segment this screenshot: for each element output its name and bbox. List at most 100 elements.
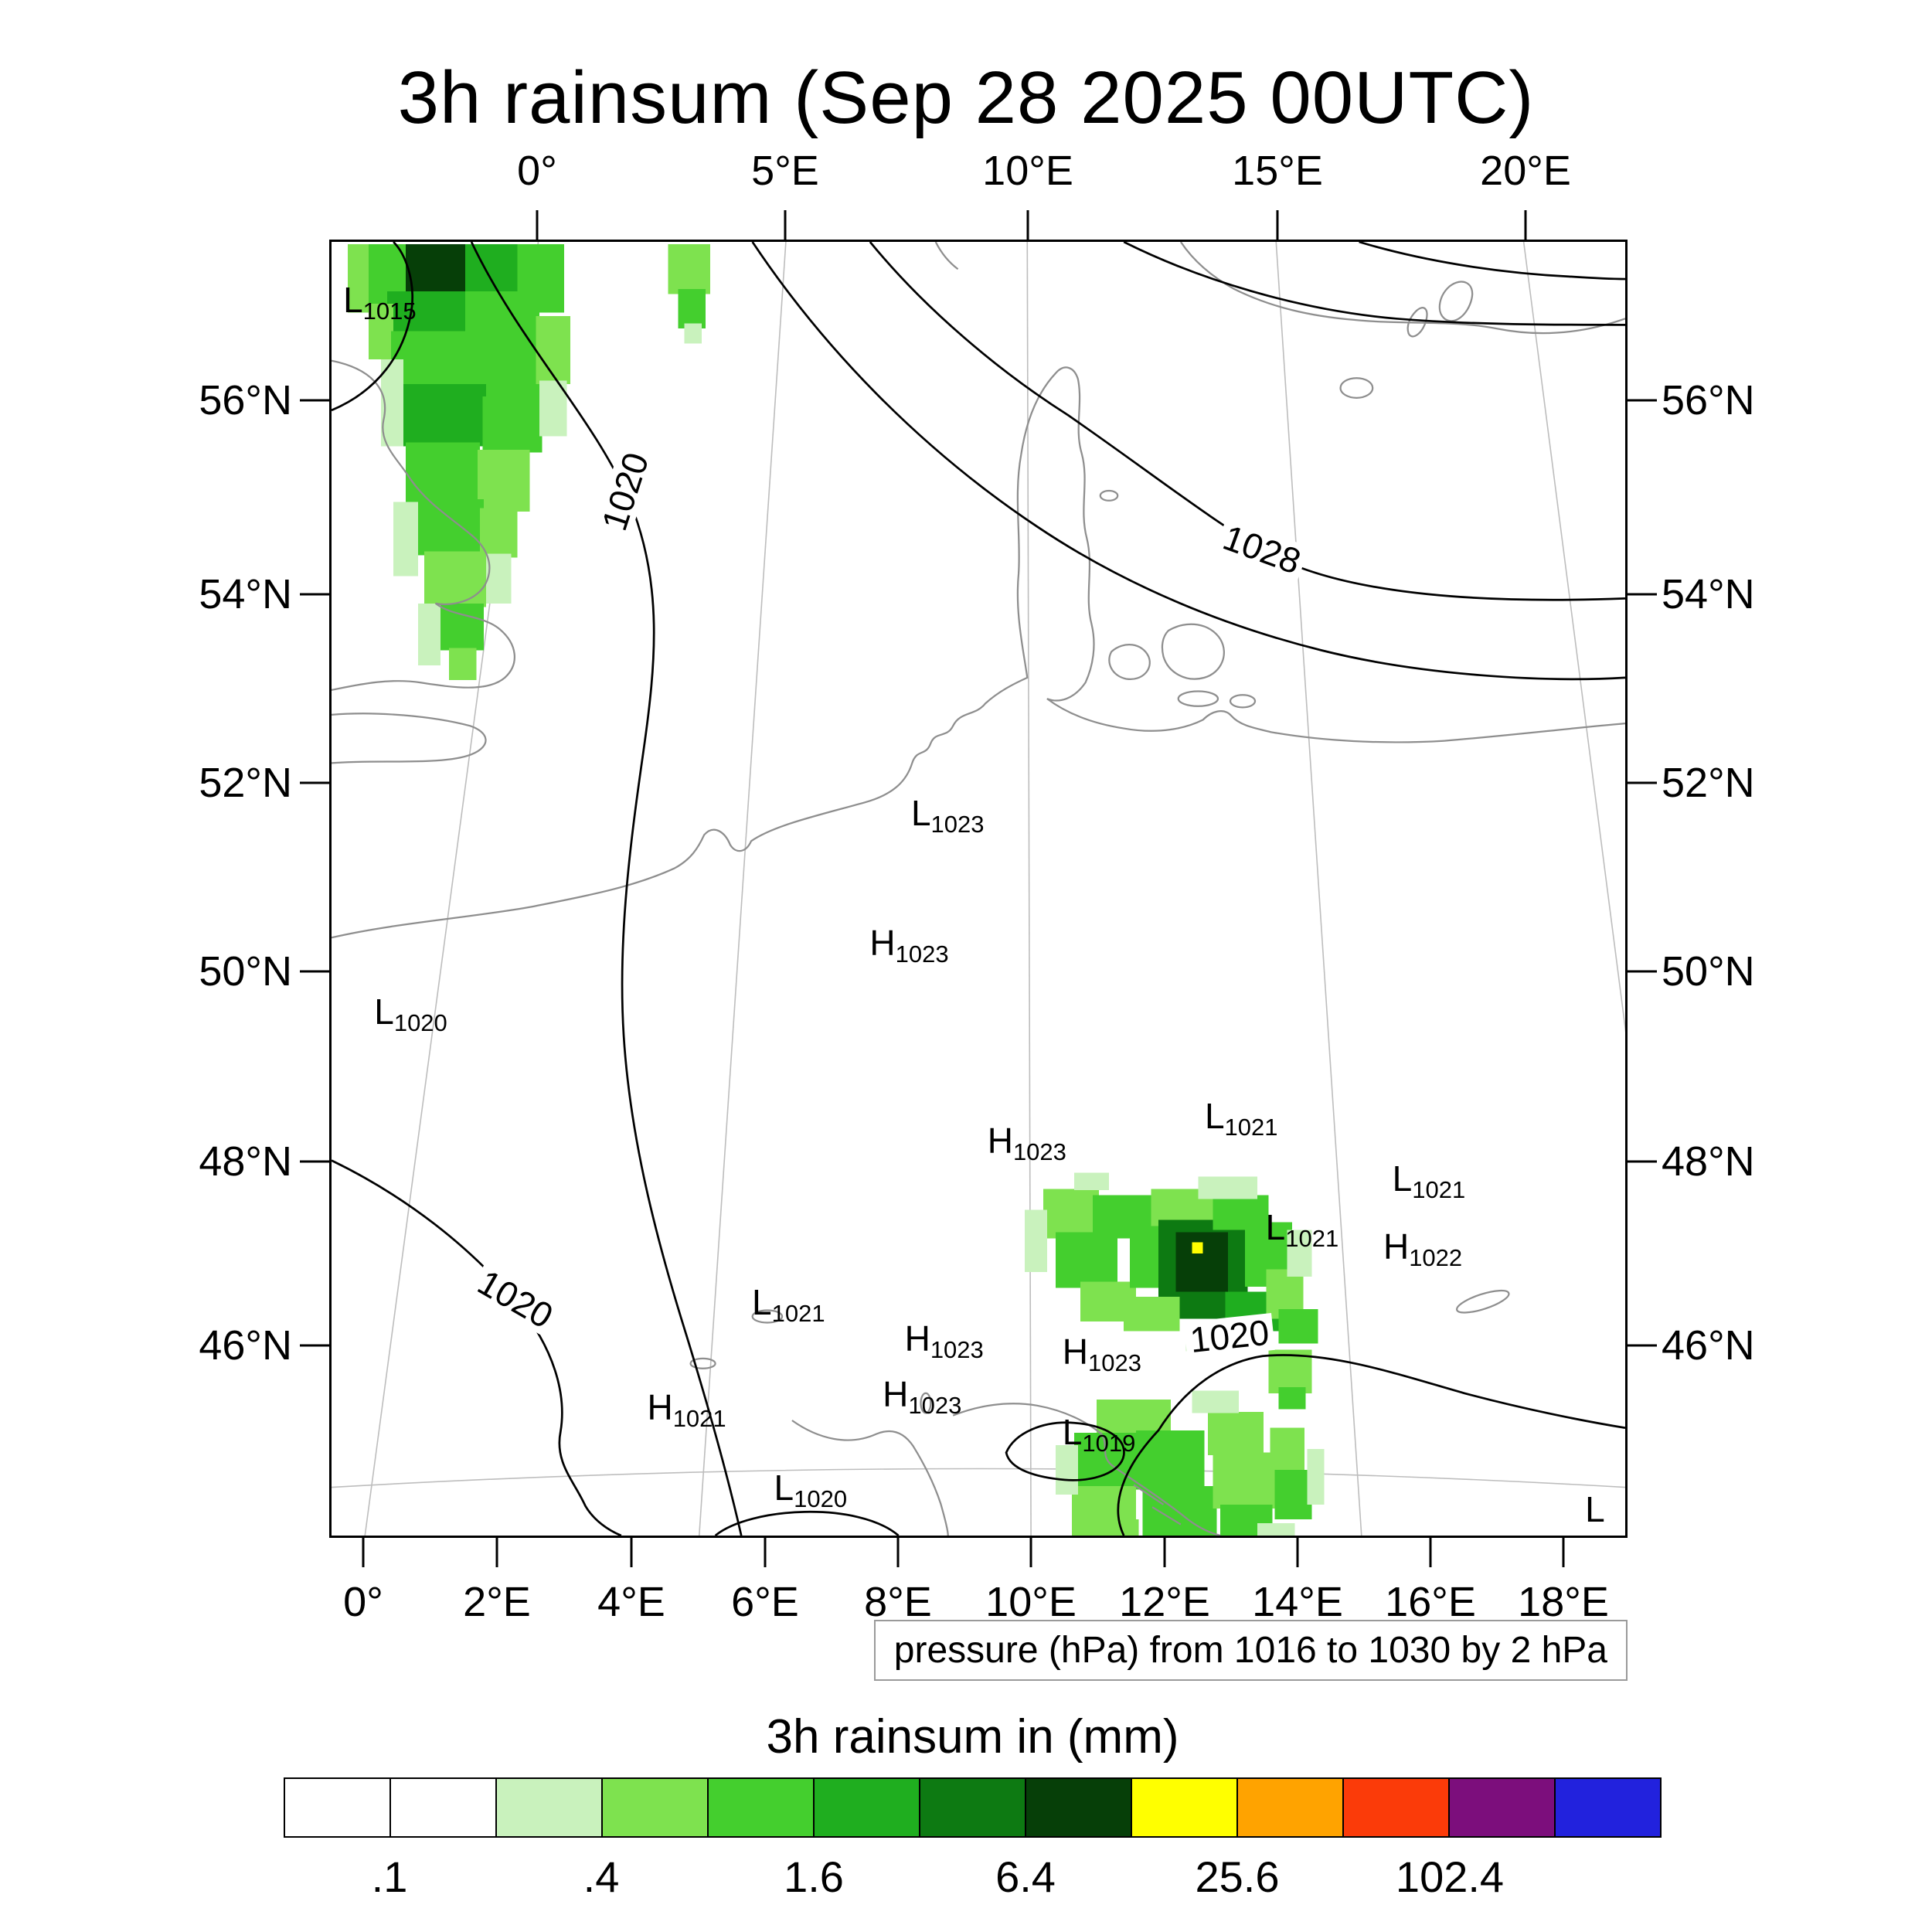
coast-island xyxy=(1229,694,1257,709)
bottom-axis-label: 16°E xyxy=(1385,1579,1476,1625)
right-axis-label: 48°N xyxy=(1662,1138,1755,1185)
coast-gotland xyxy=(1438,281,1474,322)
axis-tick xyxy=(300,399,329,402)
isobar-1020-southeast xyxy=(1117,1354,1625,1536)
isobar-1020-southwest xyxy=(332,1159,622,1536)
lake-garda xyxy=(920,1392,932,1414)
pressure-center: H1023 xyxy=(883,1374,962,1420)
colorbar-segment xyxy=(1025,1779,1131,1836)
axis-tick xyxy=(1524,210,1527,240)
colorbar-segment xyxy=(1342,1779,1448,1836)
isobar-1028-northeast xyxy=(869,242,1625,601)
lake-constance xyxy=(751,1309,784,1324)
lake-balaton xyxy=(1456,1289,1510,1314)
colorbar-tick-label: 6.4 xyxy=(995,1852,1056,1901)
bottom-axis-label: 14°E xyxy=(1252,1579,1343,1625)
axis-tick xyxy=(1296,1538,1299,1567)
bottom-axis-label: 12°E xyxy=(1119,1579,1210,1625)
coast-britain xyxy=(332,359,515,691)
right-axis-label: 52°N xyxy=(1662,760,1755,806)
pressure-center: L1020 xyxy=(374,991,447,1036)
bottom-axis-label: 6°E xyxy=(731,1579,799,1625)
axis-tick xyxy=(536,210,539,240)
pressure-center: L1015 xyxy=(343,279,417,325)
coast-island xyxy=(1177,690,1219,707)
colorbar-tick-label: .1 xyxy=(371,1852,408,1901)
pressure-center: L1021 xyxy=(1204,1096,1278,1141)
coastlines xyxy=(332,242,1625,1536)
right-axis-label: 54°N xyxy=(1662,571,1755,617)
left-axis-label: 50°N xyxy=(199,948,292,995)
axis-tick xyxy=(1429,1538,1432,1567)
colorbar-segment xyxy=(601,1779,707,1836)
colorbar-tick-label: .4 xyxy=(583,1852,620,1901)
left-axis-label: 56°N xyxy=(199,377,292,423)
colorbar-segment xyxy=(1554,1779,1660,1836)
left-axis-label: 54°N xyxy=(199,571,292,617)
coast-fyn xyxy=(1108,644,1151,680)
contour-label: 1020 xyxy=(1183,1312,1276,1360)
axis-tick xyxy=(1628,970,1657,973)
bottom-axis-label: 2°E xyxy=(463,1579,531,1625)
lake-geneva xyxy=(689,1357,716,1369)
top-axis-label: 5°E xyxy=(751,148,819,194)
colorbar-segment xyxy=(1236,1779,1342,1836)
pressure-center: H1023 xyxy=(987,1120,1066,1165)
page-title: 3h rainsum (Sep 28 2025 00UTC) xyxy=(397,56,1535,139)
axis-tick xyxy=(1026,210,1029,240)
coast-italy-west xyxy=(791,1420,949,1536)
pressure-center: L1021 xyxy=(1265,1207,1339,1253)
axis-tick xyxy=(300,1344,329,1347)
axis-tick xyxy=(1276,210,1279,240)
coast-bornholm xyxy=(1339,377,1374,399)
axis-tick xyxy=(896,1538,900,1567)
map-plot-area: 1020 1028 1020 1020 L1015 L1023 H1023 L1… xyxy=(329,240,1628,1538)
axis-tick xyxy=(300,593,329,596)
top-axis-label: 0° xyxy=(517,148,557,194)
bottom-axis-label: 0° xyxy=(343,1579,383,1625)
coast-adriatic xyxy=(952,1403,1221,1536)
axis-tick xyxy=(764,1538,767,1567)
axis-tick xyxy=(1628,399,1657,402)
axis-tick xyxy=(1628,1160,1657,1163)
colorbar-segment xyxy=(707,1779,813,1836)
colorbar-segment xyxy=(495,1779,601,1836)
pressure-center: L1021 xyxy=(752,1282,825,1328)
isobar-bottom-arc xyxy=(714,1510,900,1536)
colorbar-tick-label: 1.6 xyxy=(784,1852,844,1901)
right-axis-label: 50°N xyxy=(1662,948,1755,995)
axis-tick xyxy=(1163,1538,1166,1567)
colorbar-segment xyxy=(813,1779,919,1836)
isobar-low-loop xyxy=(1005,1421,1125,1481)
isobar-1020-west xyxy=(470,242,743,1536)
left-axis-label: 52°N xyxy=(199,760,292,806)
colorbar-segment xyxy=(389,1779,495,1836)
pressure-center: L xyxy=(1585,1489,1605,1530)
pressure-center: L1020 xyxy=(774,1467,848,1512)
rain-shading xyxy=(347,244,1325,1536)
isobar-1030-b xyxy=(1359,242,1625,281)
colorbar-title: 3h rainsum in (mm) xyxy=(766,1710,1179,1764)
colorbar-tick-label: 25.6 xyxy=(1195,1852,1280,1901)
bottom-axis-label: 10°E xyxy=(985,1579,1077,1625)
coast-norway-tip xyxy=(934,242,959,270)
colorbar-tick-label: 102.4 xyxy=(1395,1852,1505,1901)
bottom-axis-label: 8°E xyxy=(864,1579,932,1625)
axis-tick xyxy=(300,1160,329,1163)
top-axis-label: 10°E xyxy=(982,148,1073,194)
pressure-center: H1023 xyxy=(869,922,949,968)
coast-island xyxy=(1099,489,1119,502)
left-axis-label: 46°N xyxy=(199,1322,292,1369)
isobar-1026-northeast xyxy=(751,242,1625,681)
isobars xyxy=(332,242,1625,1536)
axis-tick xyxy=(1029,1538,1032,1567)
graticule xyxy=(332,242,1625,1536)
pressure-center: H1022 xyxy=(1383,1226,1463,1272)
bottom-axis-label: 4°E xyxy=(597,1579,665,1625)
top-axis-label: 15°E xyxy=(1232,148,1323,194)
coast-continental xyxy=(332,366,1625,939)
colorbar-segment xyxy=(285,1779,389,1836)
axis-tick xyxy=(300,781,329,784)
colorbar-segment xyxy=(1131,1779,1236,1836)
